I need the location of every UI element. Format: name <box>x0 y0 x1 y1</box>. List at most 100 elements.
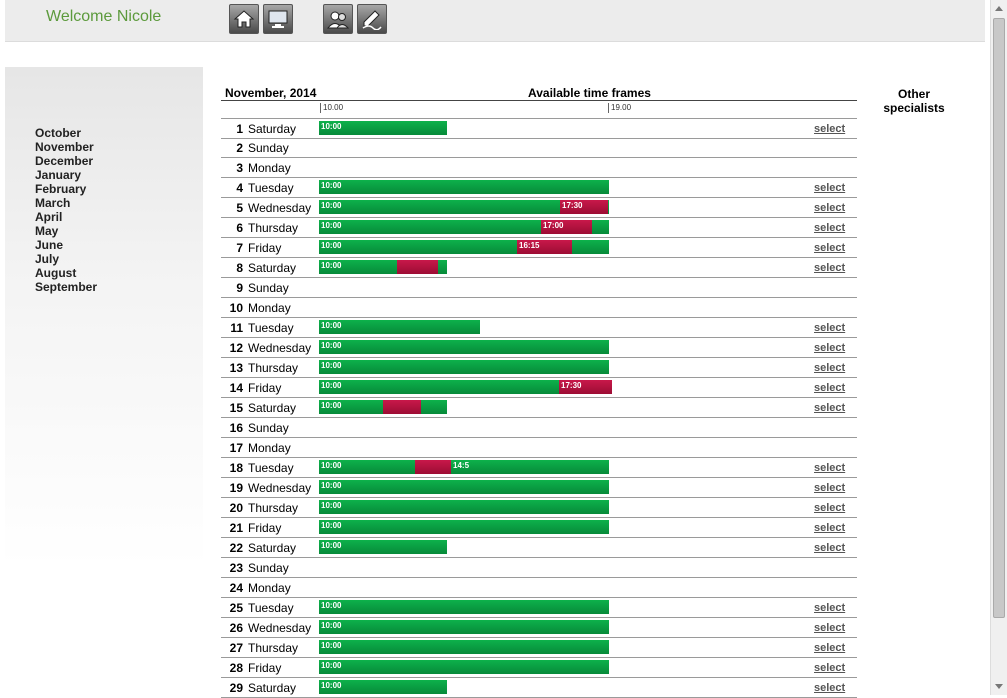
start-time-label: 10:00 <box>321 501 342 510</box>
month-link-december[interactable]: December <box>35 154 94 168</box>
day-name: Sunday <box>248 141 289 155</box>
availability-bar[interactable]: 10:00 <box>319 600 609 614</box>
scroll-thumb[interactable] <box>993 18 1005 618</box>
select-link[interactable]: select <box>814 462 846 474</box>
month-link-july[interactable]: July <box>35 252 60 266</box>
other-specialists-link[interactable]: Other specialists <box>883 87 945 115</box>
day-row: 3 Monday <box>221 158 857 178</box>
start-time-label: 10:00 <box>321 122 342 131</box>
day-number: 14 <box>229 381 243 395</box>
signature-icon[interactable] <box>357 4 387 34</box>
booked-time-label: 17:30 <box>562 201 583 210</box>
select-link[interactable]: select <box>814 322 846 334</box>
day-number: 10 <box>229 301 243 315</box>
select-link[interactable]: select <box>814 642 846 654</box>
day-name: Monday <box>248 301 291 315</box>
availability-bar[interactable]: 10:00 <box>319 500 609 514</box>
day-number: 7 <box>236 241 243 255</box>
day-row: 25 Tuesday 10:00 select <box>221 598 857 618</box>
month-link-march[interactable]: March <box>35 196 71 210</box>
users-icon[interactable] <box>323 4 353 34</box>
month-link-january[interactable]: January <box>35 168 82 182</box>
day-row: 22 Saturday 10:00 select <box>221 538 857 558</box>
select-link[interactable]: select <box>814 602 846 614</box>
month-link-february[interactable]: February <box>35 182 87 196</box>
availability-bar[interactable]: 10:00 <box>319 220 609 234</box>
day-number: 4 <box>236 181 243 195</box>
select-link[interactable]: select <box>814 382 846 394</box>
day-number: 18 <box>229 461 243 475</box>
day-number: 12 <box>229 341 243 355</box>
booked-segment: 17:00 <box>541 220 592 234</box>
availability-bar[interactable]: 10:00 <box>319 380 609 394</box>
start-time-label: 10:00 <box>321 181 342 190</box>
select-link[interactable]: select <box>814 123 846 135</box>
month-link-april[interactable]: April <box>35 210 63 224</box>
month-link-november[interactable]: November <box>35 140 94 154</box>
scrollbar[interactable] <box>990 0 1007 695</box>
day-number: 24 <box>229 581 243 595</box>
start-time-label: 10:00 <box>321 221 342 230</box>
month-link-august[interactable]: August <box>35 266 77 280</box>
availability-bar[interactable]: 10:00 <box>319 340 609 354</box>
select-link[interactable]: select <box>814 522 846 534</box>
select-link[interactable]: select <box>814 202 846 214</box>
available-title: Available time frames <box>528 86 651 100</box>
availability-bar[interactable]: 10:00 <box>319 660 609 674</box>
day-number: 25 <box>229 601 243 615</box>
day-number: 21 <box>229 521 243 535</box>
booked-segment: 17:30 <box>560 200 608 214</box>
day-number: 23 <box>229 561 243 575</box>
select-link[interactable]: select <box>814 182 846 194</box>
availability-bar[interactable]: 10:00 <box>319 320 480 334</box>
month-link-october[interactable]: October <box>35 126 82 140</box>
availability-bar[interactable]: 10:00 <box>319 540 447 554</box>
select-link[interactable]: select <box>814 342 846 354</box>
month-link-may[interactable]: May <box>35 224 59 238</box>
availability-bar[interactable]: 10:00 <box>319 640 609 654</box>
start-time-label: 10:00 <box>321 621 342 630</box>
select-link[interactable]: select <box>814 682 846 694</box>
day-row: 9 Sunday <box>221 278 857 298</box>
scroll-down-icon[interactable] <box>995 684 1003 689</box>
day-row: 21 Friday 10:00 select <box>221 518 857 538</box>
home-icon[interactable] <box>229 4 259 34</box>
availability-bar[interactable]: 10:00 <box>319 620 609 634</box>
day-row: 23 Sunday <box>221 558 857 578</box>
day-number: 9 <box>236 281 243 295</box>
select-link[interactable]: select <box>814 622 846 634</box>
availability-bar[interactable]: 10:00 <box>319 121 447 135</box>
start-time-label: 10:00 <box>321 461 342 470</box>
select-link[interactable]: select <box>814 542 846 554</box>
select-link[interactable]: select <box>814 262 846 274</box>
day-name: Friday <box>248 241 282 255</box>
day-number: 5 <box>236 201 243 215</box>
select-link[interactable]: select <box>814 242 846 254</box>
select-link[interactable]: select <box>814 402 846 414</box>
availability-bar[interactable]: 10:00 <box>319 480 609 494</box>
availability-bar[interactable]: 10:00 <box>319 200 609 214</box>
day-name: Friday <box>248 381 282 395</box>
availability-bar[interactable]: 10:00 <box>319 360 609 374</box>
start-time-label: 10:00 <box>321 321 342 330</box>
start-time-label: 10:00 <box>321 521 342 530</box>
day-row: 14 Friday 10:00 17:30 select <box>221 378 857 398</box>
select-link[interactable]: select <box>814 362 846 374</box>
resume-time-label: 14:5 <box>453 461 470 470</box>
day-name: Sunday <box>248 281 289 295</box>
availability-bar[interactable]: 10:00 <box>319 180 609 194</box>
select-link[interactable]: select <box>814 222 846 234</box>
day-number: 16 <box>229 421 243 435</box>
day-row: 12 Wednesday 10:00 select <box>221 338 857 358</box>
scroll-up-icon[interactable] <box>995 6 1003 11</box>
select-link[interactable]: select <box>814 662 846 674</box>
month-link-june[interactable]: June <box>35 238 64 252</box>
day-name: Sunday <box>248 561 289 575</box>
availability-bar[interactable]: 10:00 <box>319 460 609 474</box>
select-link[interactable]: select <box>814 482 846 494</box>
select-link[interactable]: select <box>814 502 846 514</box>
availability-bar[interactable]: 10:00 <box>319 680 447 694</box>
availability-bar[interactable]: 10:00 <box>319 520 609 534</box>
month-link-september[interactable]: September <box>35 280 98 294</box>
monitor-icon[interactable] <box>263 4 293 34</box>
